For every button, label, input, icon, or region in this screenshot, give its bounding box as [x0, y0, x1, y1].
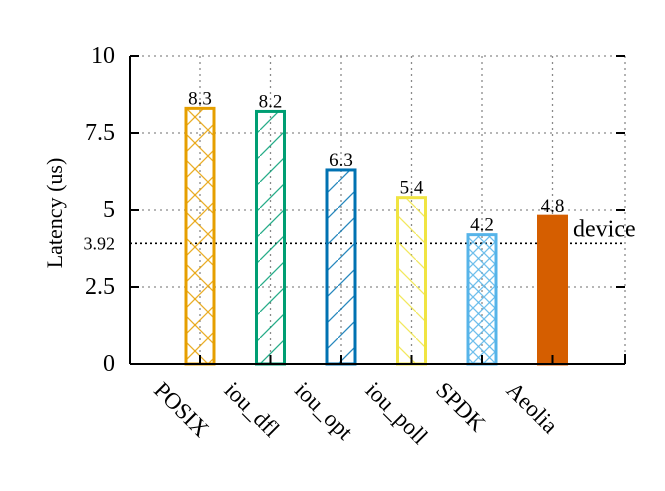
value-label: 4.2: [470, 215, 494, 236]
value-label: 4.8: [541, 196, 565, 217]
bar-iou-dfl: [255, 109, 286, 366]
bar-posix: [184, 106, 216, 366]
bar-aeolia: [537, 214, 568, 366]
value-label: 8.2: [259, 91, 283, 112]
x-tick-label: iou_opt: [290, 377, 358, 445]
value-label: 5.4: [400, 178, 424, 199]
value-label: 8.3: [188, 88, 212, 109]
y-axis-title: Latency (us): [42, 158, 67, 269]
y-tick-label: 2.5: [85, 274, 115, 300]
y-tick-label: 3.92: [84, 233, 116, 253]
x-tick-label: iou_poll: [361, 377, 433, 449]
bar-iou-opt: [325, 168, 357, 366]
bar-iou-poll: [396, 196, 427, 366]
x-tick-label: SPDK: [431, 377, 491, 437]
x-tick-label: Aeolia: [502, 377, 563, 438]
bars: [184, 106, 568, 366]
grid: [130, 55, 626, 364]
value-label: 6.3: [329, 150, 353, 171]
y-tick-label: 0: [103, 351, 115, 377]
bar-spdk: [466, 233, 498, 366]
axes: [129, 55, 626, 365]
x-tick-label: iou_dfl: [220, 377, 285, 442]
x-tick-label: POSIX: [149, 377, 214, 442]
y-tick-label: 5: [103, 197, 115, 223]
y-tick-label: 7.5: [85, 120, 115, 146]
reference-line-label: device: [573, 216, 636, 242]
y-tick-label: 10: [91, 43, 115, 69]
